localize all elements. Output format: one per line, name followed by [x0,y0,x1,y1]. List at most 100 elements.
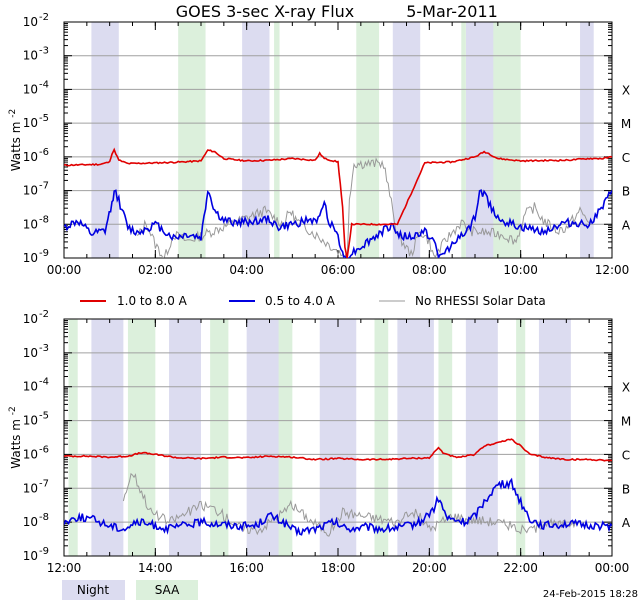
flare-class-label: C [622,448,630,462]
night-region [91,22,119,258]
x-tick-label: 12:00 [595,263,630,277]
y-tick-label: 10 [23,414,38,428]
saa-region [127,319,156,556]
y-tick-exponent: -7 [39,181,49,192]
saa-region [274,22,280,258]
y-tick-exponent: -5 [39,411,49,422]
flare-class-label: B [622,482,630,496]
x-tick-label: 16:00 [229,561,264,575]
saa-region [493,22,521,258]
y-tick-label: 10 [23,82,38,96]
x-tick-label: 14:00 [138,561,173,575]
y-tick-exponent: -2 [39,12,49,23]
y-tick-label: 10 [23,549,38,563]
x-tick-label: 10:00 [503,263,538,277]
x-tick-label: 12:00 [47,561,82,575]
series-legend: 1.0 to 8.0 A 0.5 to 4.0 A No RHESSI Sola… [80,294,546,308]
night-region [91,319,124,556]
y-tick-label: 10 [23,380,38,394]
y-tick-exponent: -3 [39,343,49,354]
saa-region [516,319,526,556]
legend-label-long: 1.0 to 8.0 A [117,294,188,308]
legend-label-rhessi: No RHESSI Solar Data [415,294,546,308]
series-line-long [64,438,612,462]
y-tick-label: 10 [23,346,38,360]
saa-region [461,22,466,258]
y-tick-label: 10 [23,447,38,461]
x-tick-label: 22:00 [503,561,538,575]
chart-date: 5-Mar-2011 [406,2,498,21]
flare-class-label: C [622,151,630,165]
chart-title: GOES 3-sec X-ray Flux [176,2,355,21]
night-region [319,319,357,556]
saa-legend-swatch [136,580,198,600]
series-line-long [64,147,612,258]
saa-legend-label: SAA [155,583,180,597]
y-tick-exponent: -8 [39,214,49,225]
saa-region [68,319,78,556]
y-tick-exponent: -3 [39,46,49,57]
x-tick-label: 20:00 [412,561,447,575]
y-tick-label: 10 [23,481,38,495]
x-tick-label: 00:00 [595,561,630,575]
y-tick-label: 10 [23,150,38,164]
y-tick-label: 10 [23,312,38,326]
y-tick-label: 10 [23,217,38,231]
y-tick-exponent: -7 [39,478,49,489]
night-legend-swatch [62,580,125,600]
night-region [397,319,434,556]
y-tick-label: 10 [23,49,38,63]
y-tick-exponent: -4 [39,79,49,90]
y-tick-exponent: -2 [39,309,49,320]
series-line-short [64,477,612,537]
plot-frame [63,21,613,259]
flare-class-label: M [621,117,631,131]
y-tick-exponent: -6 [39,444,49,455]
night-region [465,22,498,258]
footer-timestamp: 24-Feb-2015 18:28 [543,589,638,600]
y-tick-label: 10 [23,515,38,529]
y-axis-label: Watts m -2 [8,406,23,468]
y-tick-label: 10 [23,184,38,198]
y-tick-exponent: -9 [39,546,49,557]
night-region [169,319,201,556]
saa-region [178,22,206,258]
flare-class-label: X [622,83,630,97]
y-tick-label: 10 [23,116,38,130]
saa-region [210,319,229,556]
x-tick-label: 06:00 [321,263,356,277]
y-tick-exponent: -4 [39,377,49,388]
night-legend-label: Night [77,583,110,597]
saa-region [356,22,380,258]
flare-class-label: X [622,381,630,395]
y-tick-label: 10 [23,15,38,29]
night-region [392,22,421,258]
flare-class-label: M [621,415,631,429]
series-line-rhessi [122,472,576,537]
y-tick-exponent: -6 [39,147,49,158]
y-axis-label: Watts m -2 [8,109,23,171]
x-tick-label: 00:00 [47,263,82,277]
night-region [538,319,571,556]
x-tick-label: 18:00 [321,561,356,575]
region-legend: Night SAA [62,580,198,600]
flare-class-label: B [622,185,630,199]
series-line-short [64,189,612,258]
night-region [580,22,594,258]
y-tick-exponent: -5 [39,113,49,124]
legend-label-short: 0.5 to 4.0 A [265,294,336,308]
x-tick-label: 04:00 [229,263,264,277]
y-tick-label: 10 [23,251,38,265]
saa-region [374,319,389,556]
saa-region [278,319,293,556]
flare-class-label: A [622,218,631,232]
saa-region [438,319,453,556]
flare-class-label: A [622,516,631,530]
x-tick-label: 08:00 [412,263,447,277]
y-tick-exponent: -9 [39,248,49,259]
x-tick-label: 02:00 [138,263,173,277]
series-line-rhessi [136,157,590,258]
